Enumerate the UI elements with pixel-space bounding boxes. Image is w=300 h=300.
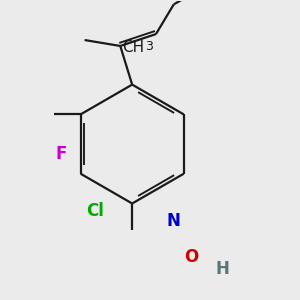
Text: H: H (215, 260, 229, 278)
Text: F: F (56, 146, 67, 164)
Text: Cl: Cl (86, 202, 104, 220)
Text: O: O (184, 248, 198, 266)
Text: 3: 3 (145, 40, 153, 53)
Text: CH: CH (123, 40, 145, 55)
Text: N: N (166, 212, 180, 230)
